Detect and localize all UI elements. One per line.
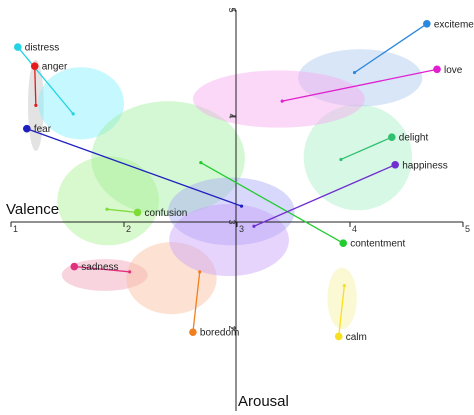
point-label-delight: delight xyxy=(399,133,429,144)
connector-calm xyxy=(338,285,345,337)
connector-boredom xyxy=(192,271,201,333)
connector-anger xyxy=(34,66,37,106)
point-label-love: love xyxy=(444,65,463,76)
point-anger xyxy=(30,62,39,70)
y-tick-label: 3 xyxy=(227,219,237,224)
x-tick-label: 1 xyxy=(13,224,18,234)
x-tick-label: 2 xyxy=(126,224,131,234)
ellipses-layer xyxy=(27,49,423,330)
point-label-happiness: happiness xyxy=(402,160,448,171)
centroid-boredom xyxy=(198,270,202,274)
centroid-anger xyxy=(34,103,38,107)
point-label-excitement: excitement xyxy=(434,19,474,30)
points-layer xyxy=(13,19,441,341)
y-tick-label: 5 xyxy=(227,7,237,12)
point-happiness xyxy=(391,160,400,169)
connector-sadness xyxy=(74,265,130,273)
point-label-fear: fear xyxy=(34,124,52,135)
cluster-ellipse xyxy=(168,177,295,246)
point-boredom xyxy=(189,328,197,337)
point-label-confusion: confusion xyxy=(145,208,188,219)
centroid-fear xyxy=(239,204,244,208)
connector-distress xyxy=(17,46,74,115)
cluster-ellipse xyxy=(126,242,217,315)
centroid-confusion xyxy=(105,207,109,211)
y-tick-label: 2 xyxy=(227,325,237,330)
point-label-calm: calm xyxy=(346,332,367,343)
centroid-calm xyxy=(342,284,346,288)
centroid-excitement xyxy=(352,70,357,75)
cluster-ellipse xyxy=(38,67,125,140)
cluster-ellipse xyxy=(91,101,245,216)
point-delight xyxy=(388,133,396,141)
point-distress xyxy=(13,43,22,51)
point-label-boredom: boredom xyxy=(200,328,239,339)
connector-excitement xyxy=(354,23,428,74)
point-love xyxy=(433,65,441,74)
connector-contentment xyxy=(200,162,344,244)
y-axis-title: Arousal xyxy=(238,393,289,410)
connector-delight xyxy=(340,136,393,161)
connector-love xyxy=(282,68,438,102)
axes-layer: 1 2 3 4 5 2 3 4 5 xyxy=(10,7,470,411)
cluster-ellipse xyxy=(303,104,413,211)
point-sadness xyxy=(70,262,79,271)
centroid-contentment xyxy=(199,161,203,165)
point-label-distress: distress xyxy=(25,43,59,54)
connector-fear xyxy=(26,128,242,207)
cluster-ellipse xyxy=(327,267,357,330)
y-tick-label: 4 xyxy=(227,113,237,118)
connector-confusion xyxy=(106,208,138,214)
centroid-distress xyxy=(71,112,75,116)
centroid-love xyxy=(280,99,284,103)
centroid-happiness xyxy=(252,224,256,228)
x-tick-label: 4 xyxy=(352,224,357,234)
connector-lines-layer xyxy=(17,23,438,337)
x-axis-title: Valence xyxy=(6,201,59,218)
point-contentment xyxy=(339,239,348,247)
point-label-contentment: contentment xyxy=(350,239,405,250)
cluster-ellipse xyxy=(192,70,365,128)
point-label-sadness: sadness xyxy=(81,262,118,273)
point-excitement xyxy=(423,19,431,28)
centroid-delight xyxy=(339,157,343,162)
x-tick-label: 3 xyxy=(239,224,244,234)
point-label-anger: anger xyxy=(42,62,68,73)
point-calm xyxy=(334,332,343,341)
cluster-ellipse xyxy=(57,156,160,246)
point-confusion xyxy=(133,208,142,217)
centroid-sadness xyxy=(128,270,132,274)
point-fear xyxy=(23,124,31,133)
connector-happiness xyxy=(253,164,396,227)
x-tick-label: 5 xyxy=(465,224,470,234)
labels-layer: distress anger fear confusion sadness boredom… xyxy=(25,19,474,343)
